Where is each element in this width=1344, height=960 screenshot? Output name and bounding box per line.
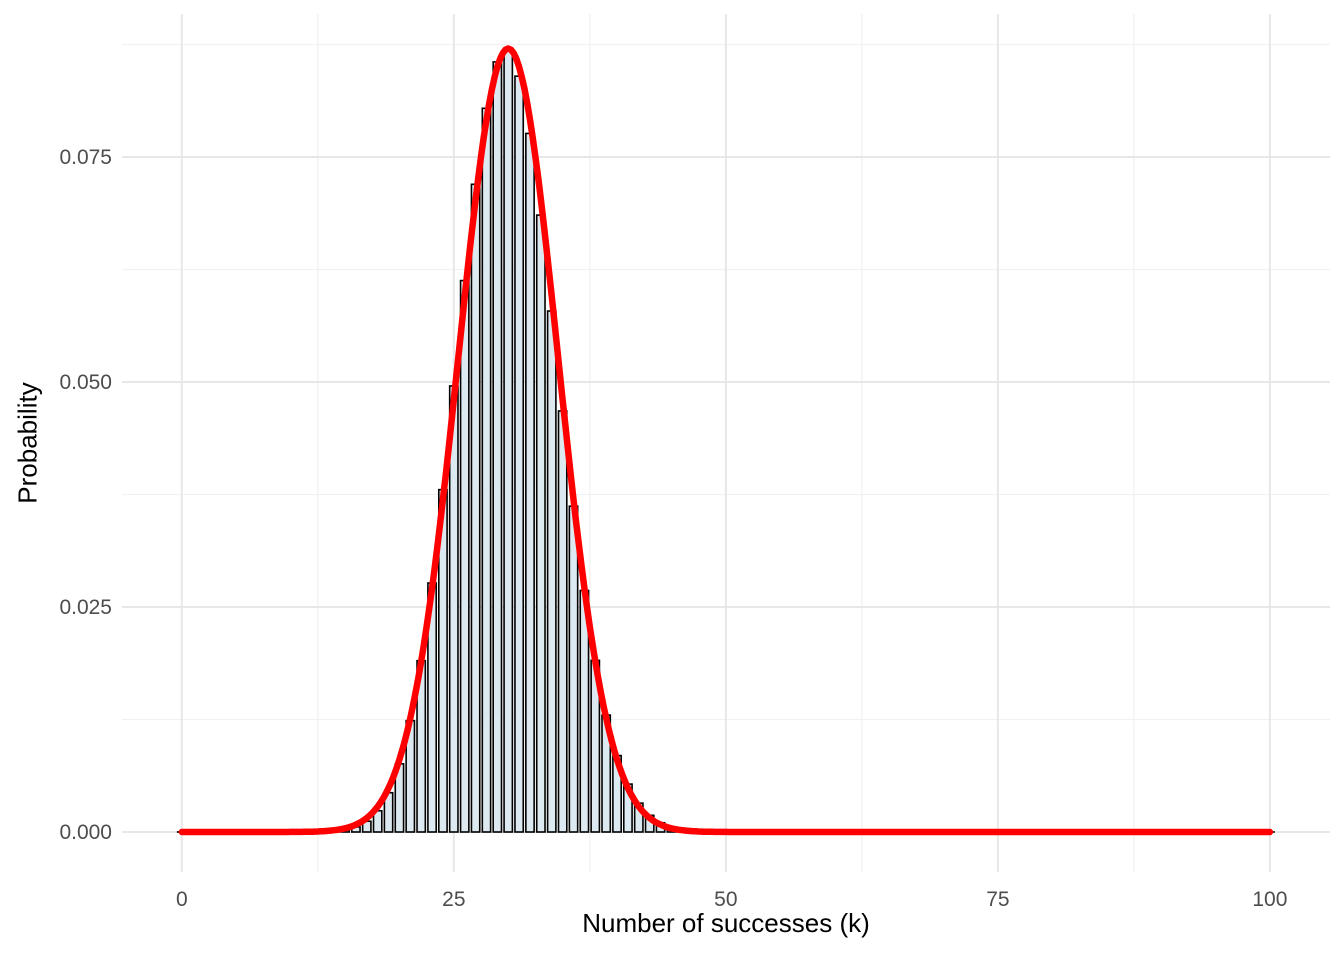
histogram-bar xyxy=(514,75,525,833)
x-tick-label: 0 xyxy=(176,888,188,911)
histogram-bar xyxy=(470,183,481,833)
histogram-bar xyxy=(525,132,535,833)
x-tick-label: 25 xyxy=(442,888,465,911)
y-tick-label: 0.050 xyxy=(59,371,112,394)
y-tick-label: 0.075 xyxy=(59,146,112,169)
histogram-bar xyxy=(492,61,503,833)
histogram-bar xyxy=(459,279,470,833)
histogram-bar xyxy=(481,107,492,833)
x-axis-title: Number of successes (k) xyxy=(582,908,870,938)
y-axis-title: Probability xyxy=(12,382,43,504)
y-tick-label: 0.000 xyxy=(59,821,112,844)
y-tick-label: 0.025 xyxy=(59,596,112,619)
histogram-bar xyxy=(557,410,568,833)
histogram-bar xyxy=(546,310,557,833)
x-tick-label: 50 xyxy=(714,888,737,911)
x-tick-label: 100 xyxy=(1252,888,1287,911)
histogram-bar xyxy=(568,505,579,833)
histogram-bar xyxy=(503,50,514,833)
x-tick-label: 75 xyxy=(986,888,1009,911)
normal-curve xyxy=(178,45,1274,836)
histogram-bar xyxy=(535,214,546,833)
